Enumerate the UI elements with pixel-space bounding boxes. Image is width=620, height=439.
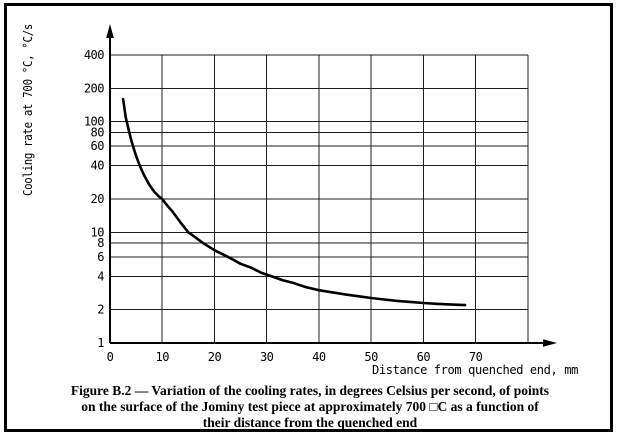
x-tick-label: 10 <box>155 350 169 364</box>
x-tick-label: 40 <box>312 350 326 364</box>
y-tick-label: 10 <box>91 225 105 239</box>
y-tick-label: 8 <box>97 236 104 250</box>
figure-caption-line-2: on the surface of the Jominy test piece … <box>81 399 539 414</box>
x-tick-label: 70 <box>469 350 483 364</box>
y-tick-label: 1 <box>97 336 104 350</box>
x-axis-arrowhead <box>543 339 557 347</box>
y-tick-label: 60 <box>91 139 105 153</box>
y-tick-label: 40 <box>91 159 105 173</box>
y-tick-label: 400 <box>84 48 104 62</box>
cooling-rate-curve <box>121 97 467 307</box>
y-tick-label: 6 <box>97 250 104 264</box>
x-axis-label: Distance from quenched end, mm <box>372 362 578 377</box>
x-tick-label: 20 <box>208 350 222 364</box>
y-tick-label: 2 <box>97 303 104 317</box>
y-tick-label: 100 <box>84 115 104 129</box>
x-tick-label: 60 <box>417 350 431 364</box>
x-tick-label: 0 <box>107 350 114 364</box>
figure-caption-line-3: their distance from the quenched end <box>202 415 418 430</box>
figure-caption: Figure B.2 — Variation of the cooling ra… <box>10 383 610 431</box>
x-tick-label: 30 <box>260 350 274 364</box>
y-axis-label: Cooling rate at 700 °C, °C/s <box>20 24 35 196</box>
y-tick-label: 80 <box>91 125 105 139</box>
y-tick-label: 20 <box>91 192 105 206</box>
figure-caption-line-1: Figure B.2 — Variation of the cooling ra… <box>70 383 550 398</box>
y-axis-arrowhead <box>106 24 114 38</box>
y-tick-label: 4 <box>97 269 104 283</box>
figure-border <box>4 3 613 432</box>
y-tick-label: 200 <box>84 81 104 95</box>
x-tick-label: 50 <box>364 350 378 364</box>
